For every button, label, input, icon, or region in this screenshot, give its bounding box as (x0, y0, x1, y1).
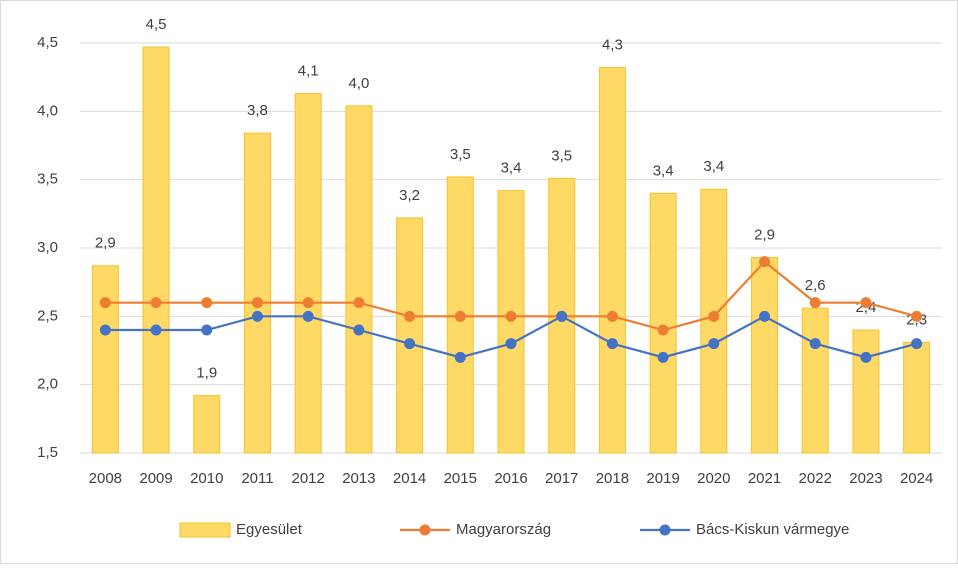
bar (396, 217, 424, 454)
y-tick-label: 2,0 (37, 376, 58, 393)
data-label: 4,3 (602, 37, 623, 54)
bar (294, 93, 322, 454)
point (505, 338, 517, 350)
x-tick-label: 2017 (545, 470, 578, 487)
data-label: 4,5 (146, 16, 167, 33)
data-label: 2,6 (805, 277, 826, 294)
x-tick-label: 2021 (748, 470, 781, 487)
bar (243, 132, 271, 454)
data-label: 2,9 (754, 227, 775, 244)
bar (91, 265, 119, 454)
point (911, 310, 923, 322)
point (99, 297, 111, 309)
bar (598, 67, 626, 454)
point (860, 297, 872, 309)
point (302, 297, 314, 309)
x-tick-label: 2018 (596, 470, 629, 487)
point (606, 310, 618, 322)
data-label: 3,4 (703, 158, 724, 175)
point (353, 297, 365, 309)
data-label: 3,2 (399, 187, 420, 204)
x-tick-label: 2010 (190, 470, 223, 487)
data-label: 3,8 (247, 102, 268, 119)
point (911, 338, 923, 350)
point (809, 338, 821, 350)
legend-label: Bács-Kiskun vármegye (696, 521, 849, 538)
x-tick-label: 2022 (799, 470, 832, 487)
bar (649, 192, 677, 454)
data-label: 3,4 (501, 160, 522, 177)
data-label: 1,9 (196, 365, 217, 382)
x-tick-label: 2020 (697, 470, 730, 487)
x-tick-label: 2013 (342, 470, 375, 487)
point (606, 338, 618, 350)
point (759, 310, 771, 322)
bar (142, 46, 170, 454)
x-tick-label: 2024 (900, 470, 933, 487)
x-tick-label: 2011 (241, 470, 273, 487)
legend-label: Egyesület (236, 521, 303, 538)
data-label: 3,5 (551, 147, 572, 164)
x-tick-label: 2019 (646, 470, 679, 487)
legend-swatch (179, 522, 231, 538)
legend-swatch (419, 524, 431, 536)
point (404, 310, 416, 322)
point (657, 324, 669, 336)
data-label: 4,0 (348, 75, 369, 92)
point (708, 338, 720, 350)
point (251, 310, 263, 322)
data-label: 4,1 (298, 63, 319, 80)
bar (852, 329, 880, 454)
point (860, 351, 872, 363)
bar (345, 105, 373, 454)
data-label: 3,4 (653, 162, 674, 179)
data-label: 2,9 (95, 235, 116, 252)
data-label: 3,5 (450, 146, 471, 163)
point (404, 338, 416, 350)
point (150, 297, 162, 309)
bar (903, 341, 931, 454)
point (505, 310, 517, 322)
x-tick-label: 2012 (291, 470, 324, 487)
x-tick-label: 2016 (494, 470, 527, 487)
bar (751, 257, 779, 454)
point (556, 310, 568, 322)
point (150, 324, 162, 336)
legend-label: Magyarország (456, 521, 551, 538)
point (302, 310, 314, 322)
y-tick-label: 1,5 (37, 444, 58, 461)
y-tick-label: 2,5 (37, 307, 58, 324)
point (353, 324, 365, 336)
point (454, 351, 466, 363)
x-tick-label: 2015 (444, 470, 477, 487)
point (201, 297, 213, 309)
y-tick-label: 4,0 (37, 102, 58, 119)
point (201, 324, 213, 336)
legend-swatch (659, 524, 671, 536)
x-tick-label: 2009 (139, 470, 172, 487)
point (708, 310, 720, 322)
bar (193, 395, 221, 454)
point (657, 351, 669, 363)
x-tick-label: 2014 (393, 470, 426, 487)
x-tick-label: 2008 (89, 470, 122, 487)
point (759, 256, 771, 268)
bar (801, 307, 829, 454)
x-tick-label: 2023 (849, 470, 882, 487)
point (454, 310, 466, 322)
y-tick-label: 4,5 (37, 34, 58, 51)
point (809, 297, 821, 309)
y-tick-label: 3,5 (37, 171, 58, 188)
point (99, 324, 111, 336)
point (251, 297, 263, 309)
y-tick-label: 3,0 (37, 239, 58, 256)
